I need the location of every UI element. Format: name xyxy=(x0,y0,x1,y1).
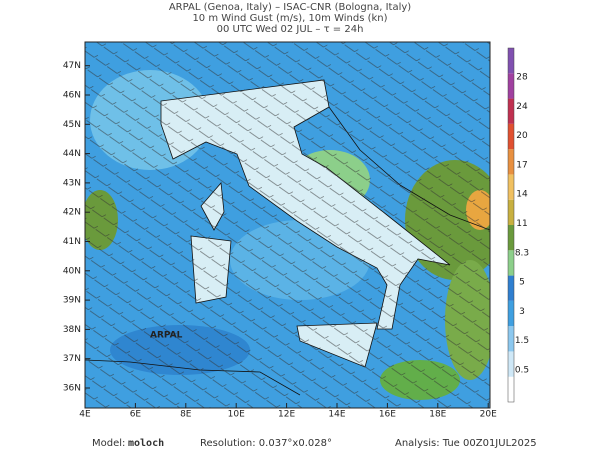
lon-label: 14E xyxy=(328,410,345,420)
colorbar-segment xyxy=(508,48,514,74)
colorbar-segment xyxy=(508,73,514,99)
footer-model-label: Model: xyxy=(92,438,125,449)
footer-resolution: Resolution: 0.037°x0.028° xyxy=(200,438,332,449)
colorbar-label: 20 xyxy=(516,131,528,141)
header-line: ARPAL (Genoa, Italy) – ISAC-CNR (Bologna… xyxy=(169,2,411,13)
colorbar-label: 0.5 xyxy=(515,366,529,376)
colorbar-segment xyxy=(508,300,514,327)
map-frame xyxy=(84,41,491,409)
colorbar: 0.5 1.5 3 5 8.3 11 14 17 20 24 28 xyxy=(507,47,529,403)
lon-label: 12E xyxy=(278,410,295,420)
colorbar-segment xyxy=(508,123,514,150)
colorbar-label: 8.3 xyxy=(515,248,529,258)
lon-label: 4E xyxy=(79,410,91,420)
colorbar-segment xyxy=(508,149,514,175)
lat-label: 41N xyxy=(63,237,81,247)
footer-model: moloch xyxy=(128,438,164,449)
header-line: 10 m Wind Gust (m/s), 10m Winds (kn) xyxy=(192,13,387,24)
lat-label: 36N xyxy=(63,384,81,394)
lat-label: 42N xyxy=(63,208,81,218)
colorbar-segment xyxy=(508,351,514,377)
footer-analysis: Analysis: Tue 00Z01JUL2025 xyxy=(395,438,537,449)
colorbar-segment xyxy=(508,250,514,276)
lon-label: 18E xyxy=(429,410,446,420)
colorbar-label: 1.5 xyxy=(515,336,529,346)
colorbar-segment xyxy=(508,326,514,352)
header-line: 00 UTC Wed 02 JUL – τ = 24h xyxy=(217,24,364,35)
lon-label: 8E xyxy=(180,410,192,420)
colorbar-segment xyxy=(508,376,514,402)
lat-label: 37N xyxy=(63,354,81,364)
colorbar-segment xyxy=(508,174,514,200)
colorbar-label: 24 xyxy=(516,102,528,112)
lat-label: 44N xyxy=(63,149,81,159)
colorbar-label: 14 xyxy=(516,190,528,200)
lon-label: 10E xyxy=(228,410,245,420)
lat-label: 38N xyxy=(63,325,81,335)
colorbar-label: 11 xyxy=(516,219,527,229)
colorbar-segment xyxy=(508,225,514,251)
lat-label: 39N xyxy=(63,296,81,306)
colorbar-segment xyxy=(508,98,514,124)
colorbar-label: 3 xyxy=(519,307,525,317)
lon-label: 20E xyxy=(480,410,497,420)
lon-label: 16E xyxy=(379,410,396,420)
lat-label: 45N xyxy=(63,120,81,130)
lat-label: 40N xyxy=(63,266,81,276)
lat-label: 43N xyxy=(63,178,81,188)
colorbar-label: 17 xyxy=(516,160,527,170)
colorbar-label: 5 xyxy=(519,278,525,288)
colorbar-frame xyxy=(507,47,515,403)
map-field: ARPAL xyxy=(85,42,490,408)
colorbar-segment xyxy=(508,199,514,225)
colorbar-label: 28 xyxy=(516,73,528,83)
colorbar-segment xyxy=(508,275,514,301)
lat-label: 47N xyxy=(63,61,81,71)
watermark: ARPAL xyxy=(150,331,183,341)
lat-label: 46N xyxy=(63,91,81,101)
lon-label: 6E xyxy=(130,410,142,420)
